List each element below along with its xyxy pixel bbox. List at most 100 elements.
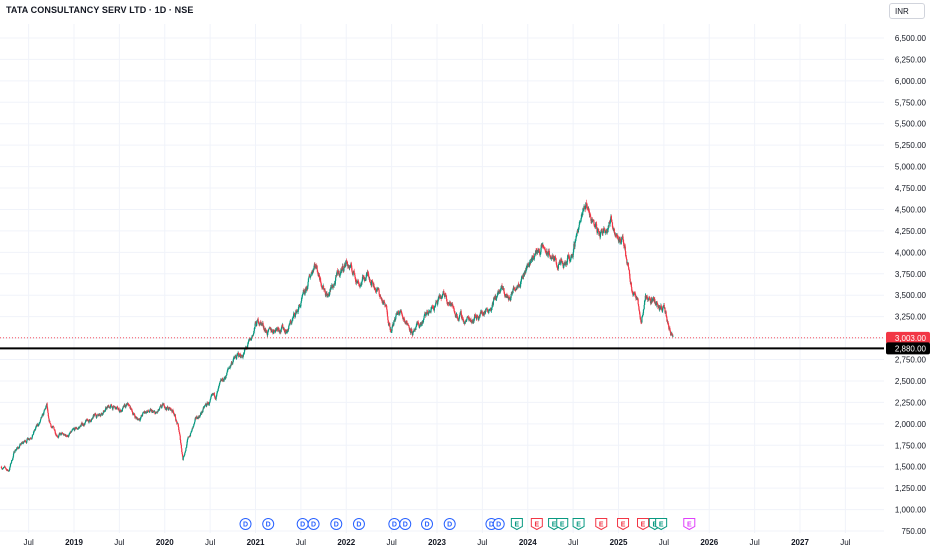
candle-body	[336, 272, 338, 276]
candle-body	[496, 292, 499, 296]
dividend-marker	[239, 518, 252, 530]
candle-body	[181, 453, 184, 457]
candle-body	[206, 402, 209, 405]
candle-body	[61, 432, 63, 434]
y-tick-label: 2,500.00	[895, 377, 927, 386]
candle-body	[478, 316, 480, 320]
candle-body	[516, 286, 519, 289]
horizontal-level[interactable]	[0, 337, 884, 350]
candle-body	[358, 283, 360, 285]
candle-body	[412, 333, 414, 336]
y-tick-label: 2,000.00	[895, 420, 927, 429]
candle-body	[397, 311, 399, 315]
candle-body	[380, 297, 383, 300]
candle-body	[367, 272, 369, 274]
candle-body	[512, 289, 514, 294]
candle-body	[243, 354, 245, 355]
candle-body	[504, 295, 507, 298]
candle-body	[53, 427, 55, 430]
candle-body	[460, 311, 462, 315]
candle-body	[112, 407, 114, 410]
candle-body	[575, 238, 577, 242]
candle-body	[495, 298, 497, 299]
candle-body	[355, 280, 358, 283]
candle-body	[92, 416, 94, 419]
candle-body	[519, 281, 522, 287]
candle-body	[425, 313, 428, 315]
candle-body	[215, 399, 217, 400]
candle-body	[493, 297, 495, 301]
candle-body	[28, 438, 30, 440]
candle-body	[27, 438, 29, 440]
candle-body	[241, 355, 243, 357]
candle-body	[412, 331, 414, 334]
candle-body	[343, 267, 345, 271]
x-tick-label: Jul	[477, 538, 487, 547]
earnings-marker	[617, 518, 630, 531]
candle-body	[344, 266, 346, 267]
candle-body	[448, 303, 451, 305]
candle-body	[305, 286, 308, 290]
candle-body	[34, 430, 36, 431]
x-tick-label: 2024	[519, 538, 537, 547]
time-axis[interactable]: Jul 2019 Jul 2020 Jul 2021 Jul 2022 Jul 2023 Jul 20…	[24, 538, 851, 547]
candle-body	[253, 333, 255, 335]
candle-body	[645, 297, 648, 299]
candle-body	[217, 390, 219, 392]
candle-body	[401, 313, 403, 317]
candle-body	[31, 434, 34, 438]
candle-body	[557, 264, 559, 269]
price-axis[interactable]: 6,500.00 6,250.00 6,000.00 5,750.00 5,500.00…	[886, 34, 930, 536]
candle-body	[69, 433, 71, 434]
candle-body	[148, 411, 150, 412]
candle-body	[426, 311, 428, 313]
candle-body	[302, 294, 304, 296]
candle-body	[137, 419, 139, 421]
candle-body	[26, 438, 28, 441]
candle-body	[191, 427, 193, 430]
candle-body	[556, 267, 558, 268]
candle-body	[194, 419, 196, 422]
earnings-marker	[556, 518, 569, 531]
candle-body	[151, 409, 153, 413]
candle-body	[611, 222, 614, 227]
candle-body	[353, 273, 356, 275]
candle-body	[147, 410, 149, 412]
candle-body	[247, 342, 249, 345]
candle-body	[133, 413, 136, 416]
candle-body	[661, 307, 663, 309]
candle-body	[164, 407, 167, 409]
currency-selector[interactable]: INR	[889, 3, 925, 19]
candle-body	[159, 407, 161, 409]
candle-body	[668, 325, 670, 329]
candle-body	[115, 407, 117, 409]
candle-body	[421, 321, 423, 325]
candle-body	[287, 330, 289, 331]
candle-body	[453, 307, 455, 309]
candle-body	[617, 238, 620, 242]
candle-body	[109, 406, 111, 408]
candle-body	[309, 275, 311, 278]
dividend-marker	[330, 518, 343, 530]
candle-body	[258, 323, 260, 325]
candle-body	[631, 290, 633, 292]
candle-body	[157, 409, 159, 412]
event-marker-label: D	[311, 522, 316, 529]
candle-body	[412, 330, 415, 332]
candle-body	[200, 412, 202, 415]
candle-body	[612, 228, 614, 231]
candle-body	[1, 468, 4, 470]
candle-body	[214, 395, 216, 397]
candle-body	[361, 277, 364, 281]
candle-body	[322, 285, 325, 289]
candle-body	[590, 216, 592, 221]
candle-body	[532, 255, 535, 259]
candle-body	[658, 305, 660, 309]
event-marker-label: E	[560, 522, 565, 529]
candle-body	[32, 434, 34, 435]
candle-body	[191, 429, 193, 432]
candle-body	[177, 424, 179, 428]
candle-body	[248, 339, 250, 341]
candle-body	[225, 378, 227, 379]
